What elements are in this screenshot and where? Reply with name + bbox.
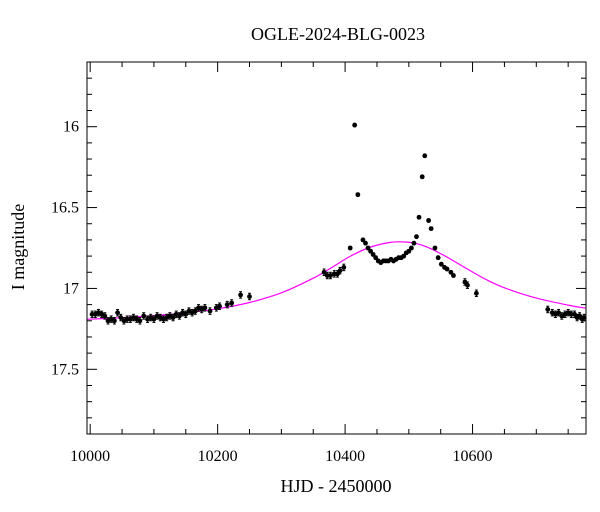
x-tick-label: 10600	[453, 448, 493, 465]
data-point	[202, 304, 208, 312]
data-point	[115, 308, 120, 317]
data-point	[141, 312, 147, 320]
data-point	[577, 312, 583, 320]
data-point	[416, 214, 422, 220]
data-point	[462, 278, 468, 286]
data-point	[428, 226, 434, 231]
data-point	[247, 292, 252, 301]
data-point	[414, 234, 419, 240]
data-point	[137, 317, 143, 325]
x-tick-label: 10000	[70, 448, 110, 465]
data-point	[102, 312, 108, 320]
data-point	[426, 218, 431, 223]
data-point	[347, 245, 353, 251]
data-point	[422, 153, 428, 159]
data-point	[363, 240, 368, 246]
x-axis-label: HJD - 2450000	[281, 476, 392, 496]
data-point	[438, 261, 444, 267]
data-point	[432, 245, 438, 251]
plot-frame	[86, 61, 587, 435]
data-point	[224, 300, 230, 309]
data-point	[112, 317, 117, 325]
x-tick-label: 10400	[325, 448, 365, 465]
data-point	[581, 313, 587, 322]
data-point	[473, 289, 479, 298]
data-point	[337, 266, 343, 275]
data-point	[328, 271, 333, 280]
data-point	[352, 122, 358, 128]
data-point	[170, 313, 176, 322]
chart-title: OGLE-2024-BLG-0023	[251, 24, 425, 44]
y-tick-label: 16	[63, 119, 79, 136]
data-point	[99, 310, 105, 319]
data-point	[411, 240, 417, 246]
data-point	[451, 273, 456, 278]
data-point	[408, 245, 414, 251]
data-point	[545, 305, 551, 314]
y-tick-label: 16.5	[51, 200, 79, 217]
data-point	[419, 174, 425, 180]
data-point	[183, 310, 189, 319]
data-point	[217, 302, 222, 310]
y-axis-label: I magnitude	[8, 204, 28, 290]
y-tick-label: 17.5	[51, 361, 79, 378]
data-point	[378, 260, 384, 265]
data-point	[435, 255, 441, 261]
data-point	[465, 281, 470, 289]
data-point	[229, 299, 235, 307]
x-tick-label: 10200	[198, 448, 238, 465]
data-point	[341, 263, 347, 272]
data-point	[335, 270, 340, 278]
model-curve	[86, 241, 587, 320]
data-point	[355, 192, 361, 198]
data-point	[121, 317, 127, 325]
data-point	[238, 291, 243, 299]
y-tick-label: 17	[63, 280, 79, 297]
data-point	[207, 307, 213, 315]
data-point	[180, 308, 185, 317]
data-point	[177, 312, 182, 320]
data-point	[186, 307, 192, 315]
data-point	[444, 266, 450, 272]
